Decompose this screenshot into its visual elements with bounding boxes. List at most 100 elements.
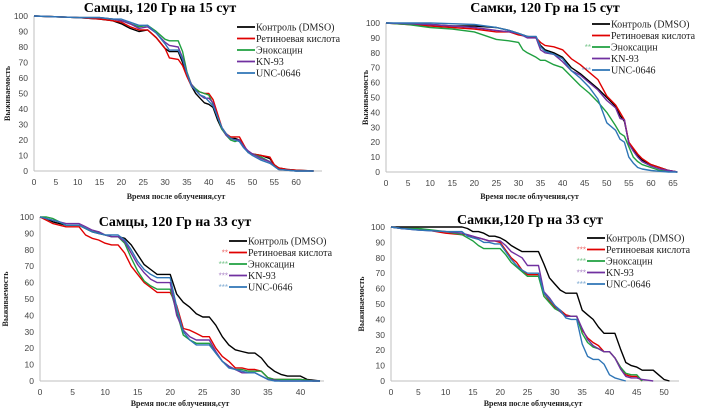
x-tick-label: 50 (602, 178, 612, 188)
x-tick-label: 25 (138, 177, 148, 187)
chart-title: Самки, 120 Гр на 15 сут (470, 1, 620, 16)
legend-item: Контроль (DMSO) (237, 23, 335, 34)
y-tick-label: 50 (371, 93, 381, 103)
y-tick-label: 0 (23, 166, 28, 176)
y-tick-label: 100 (366, 18, 380, 28)
x-axis-label: Время после облучения,сут (131, 399, 230, 408)
x-tick-label: 45 (580, 178, 590, 188)
chart-title: Самцы, 120 Гр на 33 сут (99, 215, 252, 230)
y-tick-label: 40 (19, 104, 29, 114)
x-tick-label: 35 (577, 387, 587, 397)
y-tick-label: 70 (376, 268, 386, 278)
x-tick-label: 20 (165, 387, 175, 397)
chart-panel-3: 0 10 20 30 40 50 60 70 80 90 100 0 5 10 15 20 25 30 35 40 Са… (1, 212, 333, 408)
y-tick-label: 50 (25, 294, 35, 304)
series-line-4 (385, 22, 678, 173)
series-line-2 (33, 15, 314, 172)
legend-item: UNC-0646 *** (219, 283, 293, 294)
y-tick-label: 70 (19, 58, 29, 68)
y-tick-label: 30 (376, 330, 386, 340)
x-tick-label: 25 (492, 178, 502, 188)
y-tick-label: 60 (25, 278, 35, 288)
legend-label: KN-93 (611, 54, 639, 65)
legend-item: KN-93 *** (219, 271, 276, 282)
x-tick-label: 5 (70, 387, 75, 397)
significance-marker: ** (585, 43, 591, 52)
x-tick-label: 30 (550, 387, 560, 397)
legend-label: UNC-0646 (611, 66, 655, 77)
legend-item: Ретиноевая кислота ** (222, 248, 333, 259)
legend-item: Ретиноевая кислота *** (577, 245, 691, 256)
legend-label: KN-93 (248, 271, 276, 282)
y-tick-label: 40 (371, 107, 381, 117)
series-line-5 (39, 216, 320, 382)
y-axis-label: Выживаемость (3, 65, 12, 121)
x-tick-label: 10 (441, 387, 451, 397)
y-tick-label: 0 (375, 167, 380, 177)
legend-label: Ретиноевая кислота (248, 248, 333, 259)
legend-item: KN-93 (592, 54, 639, 65)
legend-item: Контроль (DMSO) (229, 237, 327, 248)
legend-label: Эноксацин (611, 43, 658, 54)
legend-label: Ретиноевая кислота (606, 245, 691, 256)
y-tick-label: 10 (371, 152, 381, 162)
chart-title: Самки,120 Гр на 33 сут (457, 213, 603, 228)
y-tick-label: 30 (371, 122, 381, 132)
x-tick-label: 65 (668, 178, 678, 188)
x-tick-label: 60 (291, 177, 301, 187)
significance-marker: ** (222, 249, 228, 258)
significance-marker: *** (582, 66, 591, 75)
y-tick-label: 80 (376, 253, 386, 263)
x-tick-label: 40 (558, 178, 568, 188)
x-axis-label: Время после облучения,сут (484, 399, 583, 408)
x-tick-label: 5 (53, 177, 58, 187)
series-line-3 (33, 15, 314, 172)
y-tick-label: 90 (371, 33, 381, 43)
x-tick-label: 60 (646, 178, 656, 188)
x-tick-label: 30 (514, 178, 524, 188)
legend-item: KN-93 (237, 57, 284, 68)
y-axis-label: Выживаемость (361, 69, 370, 125)
x-tick-label: 10 (73, 177, 83, 187)
x-tick-label: 0 (32, 177, 37, 187)
y-tick-label: 70 (371, 63, 381, 73)
legend-label: KN-93 (606, 268, 634, 279)
y-tick-label: 50 (19, 89, 29, 99)
x-tick-label: 45 (632, 387, 642, 397)
legend-item: Эноксацин ** (585, 43, 658, 54)
y-tick-label: 40 (25, 310, 35, 320)
y-axis-label: Выживаемость (357, 276, 366, 332)
series-line-3 (385, 22, 678, 173)
legend-label: Эноксацин (256, 46, 303, 57)
chart-panel-1: 0 10 20 30 40 50 60 70 80 90 100 0 5 10 15 20 25 30 35 40 45… (3, 1, 341, 201)
chart-panel-4: 0 10 20 30 40 50 60 70 80 90 100 0 5 10 15 20 25 30 35 40 45… (357, 213, 691, 408)
legend-item: KN-93 *** (577, 268, 634, 279)
series-line-2 (385, 22, 678, 173)
x-tick-label: 20 (117, 177, 127, 187)
x-tick-label: 5 (406, 178, 411, 188)
y-tick-label: 0 (29, 376, 34, 386)
legend-item: UNC-0646 *** (577, 280, 651, 291)
legend-label: Ретиноевая кислота (256, 34, 341, 45)
x-axis-label: Время после облучения,сут (127, 192, 226, 201)
y-tick-label: 100 (371, 222, 385, 232)
significance-marker: *** (577, 269, 586, 278)
x-tick-label: 20 (495, 387, 505, 397)
x-tick-label: 0 (384, 178, 389, 188)
x-tick-label: 50 (248, 177, 258, 187)
x-tick-label: 55 (624, 178, 634, 188)
y-tick-label: 30 (19, 120, 29, 130)
series-line-5 (33, 15, 314, 172)
series-line-1 (391, 226, 670, 382)
x-tick-label: 45 (226, 177, 236, 187)
legend-item: UNC-0646 *** (582, 66, 656, 77)
x-tick-label: 20 (470, 178, 480, 188)
y-tick-label: 80 (25, 245, 35, 255)
y-tick-label: 10 (19, 151, 29, 161)
y-tick-label: 90 (19, 27, 29, 37)
x-tick-label: 35 (536, 178, 546, 188)
chart-panel-2: 0 10 20 30 40 50 60 70 80 90 100 0 5 10 15 20 25 30 35 40 45… (361, 1, 696, 201)
legend-item: Контроль (DMSO) (587, 234, 685, 245)
legend-item: Ретиноевая кислота (237, 34, 341, 45)
y-axis-label: Выживаемость (1, 271, 10, 327)
